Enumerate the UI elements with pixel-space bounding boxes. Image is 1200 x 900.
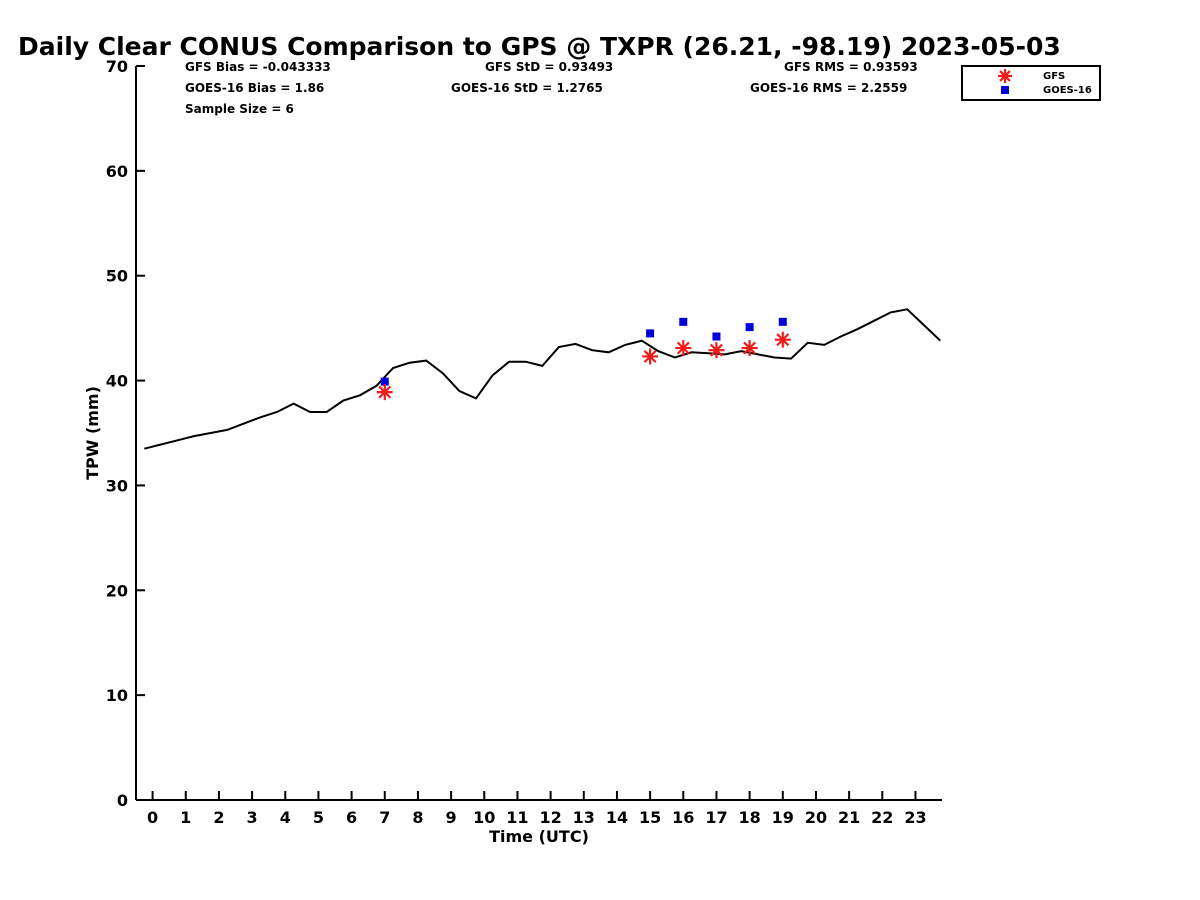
x-axis-label: Time (UTC) (489, 827, 589, 846)
y-tick-label: 70 (106, 57, 128, 76)
x-tick-label: 21 (838, 808, 860, 827)
x-tick-label: 9 (446, 808, 457, 827)
stat-gfs-bias: GFS Bias = -0.043333 (185, 60, 331, 74)
y-tick-label: 0 (117, 791, 128, 810)
gps-tpw-line (144, 308, 941, 450)
x-tick-label: 12 (539, 808, 561, 827)
x-tick-label: 8 (412, 808, 423, 827)
stat-goes-bias: GOES-16 Bias = 1.86 (185, 81, 324, 95)
legend: GFS GOES-16 (961, 65, 1101, 101)
y-tick-label: 40 (106, 372, 128, 391)
gfs-point (774, 331, 791, 348)
x-tick-label: 15 (639, 808, 661, 827)
x-tick-label: 16 (672, 808, 694, 827)
x-tick-label: 1 (180, 808, 191, 827)
legend-items: GFS GOES-16 (998, 69, 1092, 96)
y-tick-label: 30 (106, 476, 128, 495)
gfs-point (741, 340, 758, 357)
stats-block: GFS Bias = -0.043333 GFS StD = 0.93493 G… (185, 60, 918, 116)
x-tick-label: 20 (805, 808, 827, 827)
goes16-point (778, 317, 787, 326)
legend-gfs-marker (998, 69, 1012, 83)
x-tick-label: 17 (705, 808, 727, 827)
gfs-point (708, 342, 725, 359)
x-tick-label: 11 (506, 808, 528, 827)
x-tick-label: 7 (379, 808, 390, 827)
x-tick-label: 0 (147, 808, 158, 827)
x-tick-label: 5 (313, 808, 324, 827)
legend-box (961, 65, 1101, 101)
stat-goes-rms: GOES-16 RMS = 2.2559 (750, 81, 907, 95)
gfs-point (376, 384, 393, 401)
y-axis-label: TPW (mm) (83, 386, 102, 480)
legend-label: GOES-16 (1043, 85, 1092, 96)
gfs-point (642, 348, 659, 365)
stat-goes-std: GOES-16 StD = 1.2765 (451, 81, 603, 95)
x-ticks: 0 1 2 3 4 5 6 7 8 9 10 11 12 13 14 15 16 17 18 19 20 21 22 23 (147, 791, 927, 827)
x-tick-label: 18 (738, 808, 760, 827)
chart-title: Daily Clear CONUS Comparison to GPS @ TX… (18, 32, 1061, 61)
legend-goes16-marker (1001, 86, 1009, 94)
y-tick-label: 10 (106, 686, 128, 705)
x-tick-label: 19 (772, 808, 794, 827)
legend-label: GFS (1043, 71, 1065, 82)
goes16-point (712, 332, 721, 341)
x-tick-label: 3 (247, 808, 258, 827)
x-tick-label: 22 (871, 808, 893, 827)
x-tick-label: 23 (904, 808, 926, 827)
gfs-point (675, 340, 692, 357)
goes16-point (380, 377, 389, 386)
x-tick-label: 2 (213, 808, 224, 827)
x-tick-label: 6 (346, 808, 357, 827)
data-markers (376, 317, 791, 401)
goes16-point (679, 317, 688, 326)
y-tick-label: 50 (106, 267, 128, 286)
goes16-point (646, 329, 655, 338)
x-tick-label: 4 (280, 808, 291, 827)
y-ticks: 0 10 20 30 40 50 60 70 (106, 57, 145, 810)
x-tick-label: 13 (573, 808, 595, 827)
x-tick-label: 14 (606, 808, 628, 827)
stat-gfs-std: GFS StD = 0.93493 (485, 60, 613, 74)
y-tick-label: 20 (106, 581, 128, 600)
stat-gfs-rms: GFS RMS = 0.93593 (784, 60, 918, 74)
y-tick-label: 60 (106, 162, 128, 181)
x-tick-label: 10 (473, 808, 495, 827)
goes16-point (745, 323, 754, 332)
stat-sample-size: Sample Size = 6 (185, 102, 294, 116)
